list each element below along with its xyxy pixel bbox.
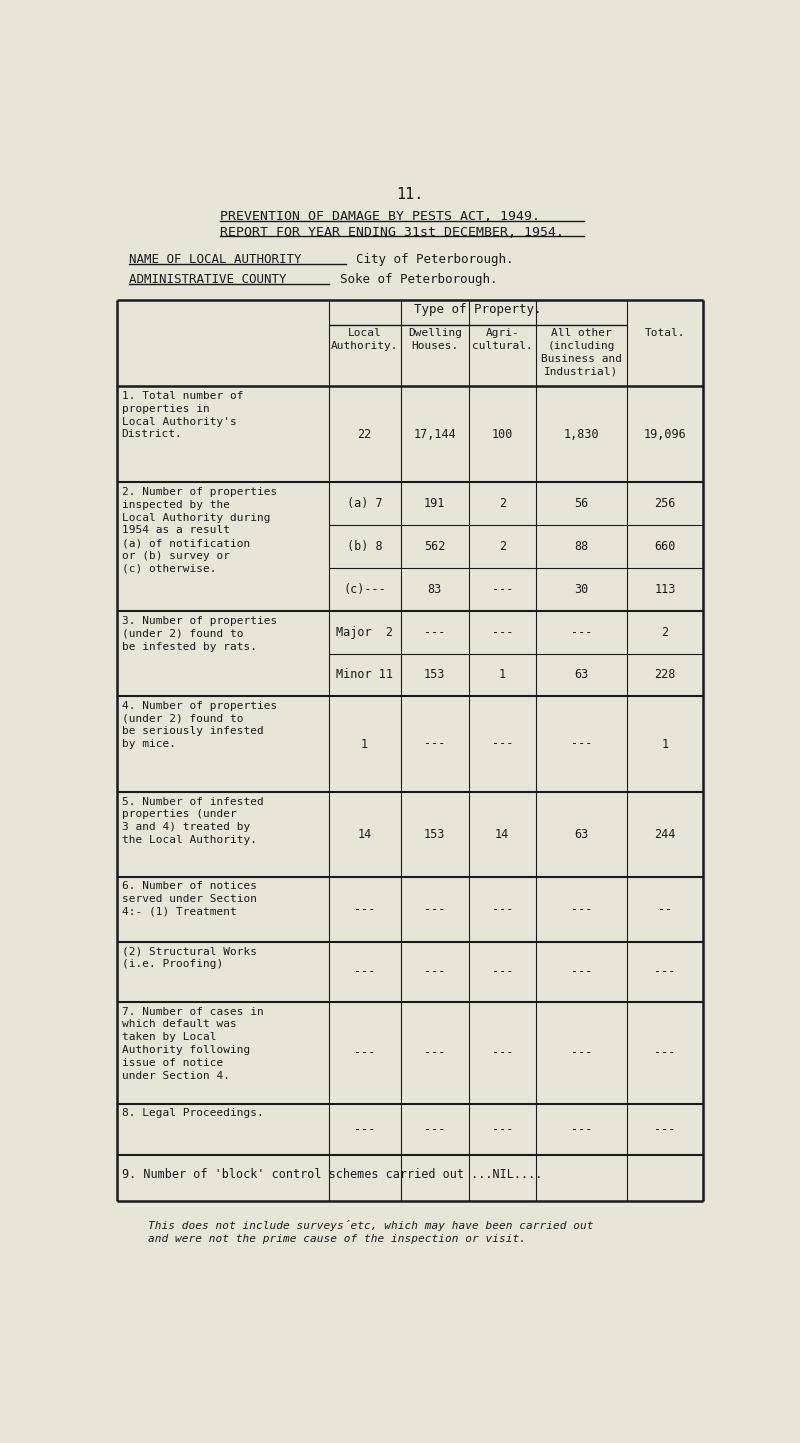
Text: ---: ---	[491, 626, 513, 639]
Text: 63: 63	[574, 828, 589, 841]
Text: ---: ---	[354, 1046, 375, 1059]
Text: 1: 1	[662, 737, 669, 750]
Text: 100: 100	[491, 429, 513, 442]
Text: (a) 7: (a) 7	[347, 498, 382, 511]
Text: 1: 1	[361, 737, 368, 750]
Text: 7. Number of cases in
which default was
taken by Local
Authority following
issue: 7. Number of cases in which default was …	[122, 1007, 263, 1081]
Text: ---: ---	[424, 903, 446, 916]
Text: This does not include surveys´etc, which may have been carried out
and were not : This does not include surveys´etc, which…	[148, 1221, 594, 1244]
Text: ---: ---	[424, 1123, 446, 1136]
Text: ---: ---	[424, 737, 446, 750]
Text: 1: 1	[498, 668, 506, 681]
Text: ---: ---	[491, 1046, 513, 1059]
Text: 17,144: 17,144	[414, 429, 456, 442]
Text: All other
(including
Business and
Industrial): All other (including Business and Indust…	[541, 328, 622, 377]
Text: 6. Number of notices
served under Section
4:- (1) Treatment: 6. Number of notices served under Sectio…	[122, 882, 257, 916]
Text: (b) 8: (b) 8	[347, 540, 382, 553]
Text: 244: 244	[654, 828, 676, 841]
Text: Dwelling
Houses.: Dwelling Houses.	[408, 328, 462, 351]
Text: 2: 2	[662, 626, 669, 639]
Text: REPORT FOR YEAR ENDING 31st DECEMBER, 1954.: REPORT FOR YEAR ENDING 31st DECEMBER, 19…	[220, 225, 564, 238]
Text: ---: ---	[570, 1046, 592, 1059]
Text: ---: ---	[491, 1123, 513, 1136]
Text: ---: ---	[654, 1123, 676, 1136]
Text: 11.: 11.	[396, 188, 424, 202]
Text: 153: 153	[424, 828, 446, 841]
Text: --: --	[658, 903, 672, 916]
Text: ---: ---	[654, 965, 676, 978]
Text: 1,830: 1,830	[563, 429, 599, 442]
Text: 3. Number of properties
(under 2) found to
be infested by rats.: 3. Number of properties (under 2) found …	[122, 616, 277, 652]
Text: 113: 113	[654, 583, 676, 596]
Text: ---: ---	[570, 626, 592, 639]
Text: 8. Legal Proceedings.: 8. Legal Proceedings.	[122, 1108, 263, 1118]
Text: ADMINISTRATIVE COUNTY: ADMINISTRATIVE COUNTY	[130, 273, 287, 286]
Text: 256: 256	[654, 498, 676, 511]
Text: 14: 14	[358, 828, 372, 841]
Text: 56: 56	[574, 498, 589, 511]
Text: ---: ---	[354, 965, 375, 978]
Text: 19,096: 19,096	[643, 429, 686, 442]
Text: 660: 660	[654, 540, 676, 553]
Text: 228: 228	[654, 668, 676, 681]
Text: Agri-
cultural.: Agri- cultural.	[472, 328, 533, 351]
Text: Type of Property.: Type of Property.	[414, 303, 542, 316]
Text: ---: ---	[570, 965, 592, 978]
Text: (c)---: (c)---	[343, 583, 386, 596]
Text: 2: 2	[498, 540, 506, 553]
Text: ---: ---	[424, 1046, 446, 1059]
Text: ---: ---	[570, 1123, 592, 1136]
Text: 22: 22	[358, 429, 372, 442]
Text: NAME OF LOCAL AUTHORITY: NAME OF LOCAL AUTHORITY	[130, 253, 302, 267]
Text: 5. Number of infested
properties (under
3 and 4) treated by
the Local Authority.: 5. Number of infested properties (under …	[122, 797, 263, 846]
Text: 88: 88	[574, 540, 589, 553]
Text: ---: ---	[354, 1123, 375, 1136]
Text: Major  2: Major 2	[336, 626, 393, 639]
Text: 63: 63	[574, 668, 589, 681]
Text: ---: ---	[491, 737, 513, 750]
Text: ---: ---	[491, 903, 513, 916]
Text: 562: 562	[424, 540, 446, 553]
Text: ---: ---	[491, 583, 513, 596]
Text: Total.: Total.	[645, 328, 686, 338]
Text: City of Peterborough.: City of Peterborough.	[356, 253, 514, 267]
Text: 2. Number of properties
inspected by the
Local Authority during
1954 as a result: 2. Number of properties inspected by the…	[122, 486, 277, 574]
Text: ---: ---	[570, 903, 592, 916]
Text: ---: ---	[654, 1046, 676, 1059]
Text: 30: 30	[574, 583, 589, 596]
Text: ---: ---	[570, 737, 592, 750]
Text: 14: 14	[495, 828, 510, 841]
Text: 153: 153	[424, 668, 446, 681]
Text: 4. Number of properties
(under 2) found to
be seriously infested
by mice.: 4. Number of properties (under 2) found …	[122, 701, 277, 749]
Text: ---: ---	[354, 903, 375, 916]
Text: Minor 11: Minor 11	[336, 668, 393, 681]
Text: Local
Authority.: Local Authority.	[331, 328, 398, 351]
Text: PREVENTION OF DAMAGE BY PESTS ACT, 1949.: PREVENTION OF DAMAGE BY PESTS ACT, 1949.	[220, 211, 540, 224]
Text: ---: ---	[424, 626, 446, 639]
Text: 191: 191	[424, 498, 446, 511]
Text: 83: 83	[428, 583, 442, 596]
Text: ---: ---	[424, 965, 446, 978]
Text: 2: 2	[498, 498, 506, 511]
Text: 1. Total number of
properties in
Local Authority's
District.: 1. Total number of properties in Local A…	[122, 391, 243, 440]
Text: Soke of Peterborough.: Soke of Peterborough.	[340, 273, 498, 286]
Text: (2) Structural Works
(i.e. Proofing): (2) Structural Works (i.e. Proofing)	[122, 947, 257, 970]
Text: 9. Number of 'block' control schemes carried out ...NIL....: 9. Number of 'block' control schemes car…	[122, 1167, 542, 1180]
Text: ---: ---	[491, 965, 513, 978]
